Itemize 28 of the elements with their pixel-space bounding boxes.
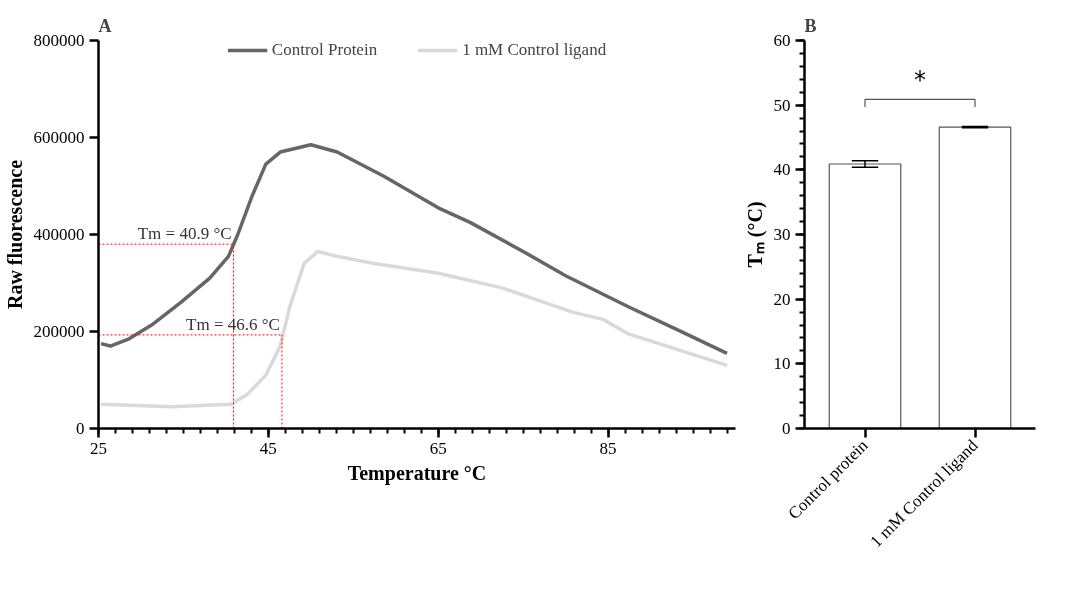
y-tick-label: 10 xyxy=(773,354,791,374)
y-axis-title: Raw fluorescence xyxy=(3,159,26,310)
y-tick-label: 40 xyxy=(773,160,791,180)
y-axis-title: Tₘ (°C) xyxy=(743,201,767,268)
y-tick-label: 60 xyxy=(773,31,791,50)
y-tick-label: 0 xyxy=(76,419,85,438)
ref-line-label: Tm = 40.9 °C xyxy=(137,224,232,244)
x-tick-label: 85 xyxy=(599,438,617,458)
chart-title: B xyxy=(804,15,817,36)
ref-line-label: Tm = 46.6 °C xyxy=(186,314,280,334)
annotation: * xyxy=(914,65,926,94)
x-tick-label: 25 xyxy=(90,438,107,458)
y-tick-label: 400000 xyxy=(33,225,85,244)
y-tick-label: 0 xyxy=(782,419,791,438)
line-series xyxy=(99,249,729,409)
x-axis-title: Temperature °C xyxy=(347,461,487,485)
line-series xyxy=(99,143,729,356)
y-tick-label: 20 xyxy=(773,289,791,309)
legend-label: Control Protein xyxy=(271,40,378,60)
y-tick-label: 50 xyxy=(773,95,791,115)
y-tick-label: 30 xyxy=(773,225,791,244)
x-tick-label: 45 xyxy=(259,438,277,458)
legend-label: 1 mM Control ligand xyxy=(462,40,607,60)
y-tick-label: 600000 xyxy=(33,128,85,147)
x-tick-label: 65 xyxy=(429,438,447,458)
chart-title: A xyxy=(98,15,112,36)
y-tick-label: 800000 xyxy=(33,31,85,50)
y-tick-label: 200000 xyxy=(33,322,85,341)
